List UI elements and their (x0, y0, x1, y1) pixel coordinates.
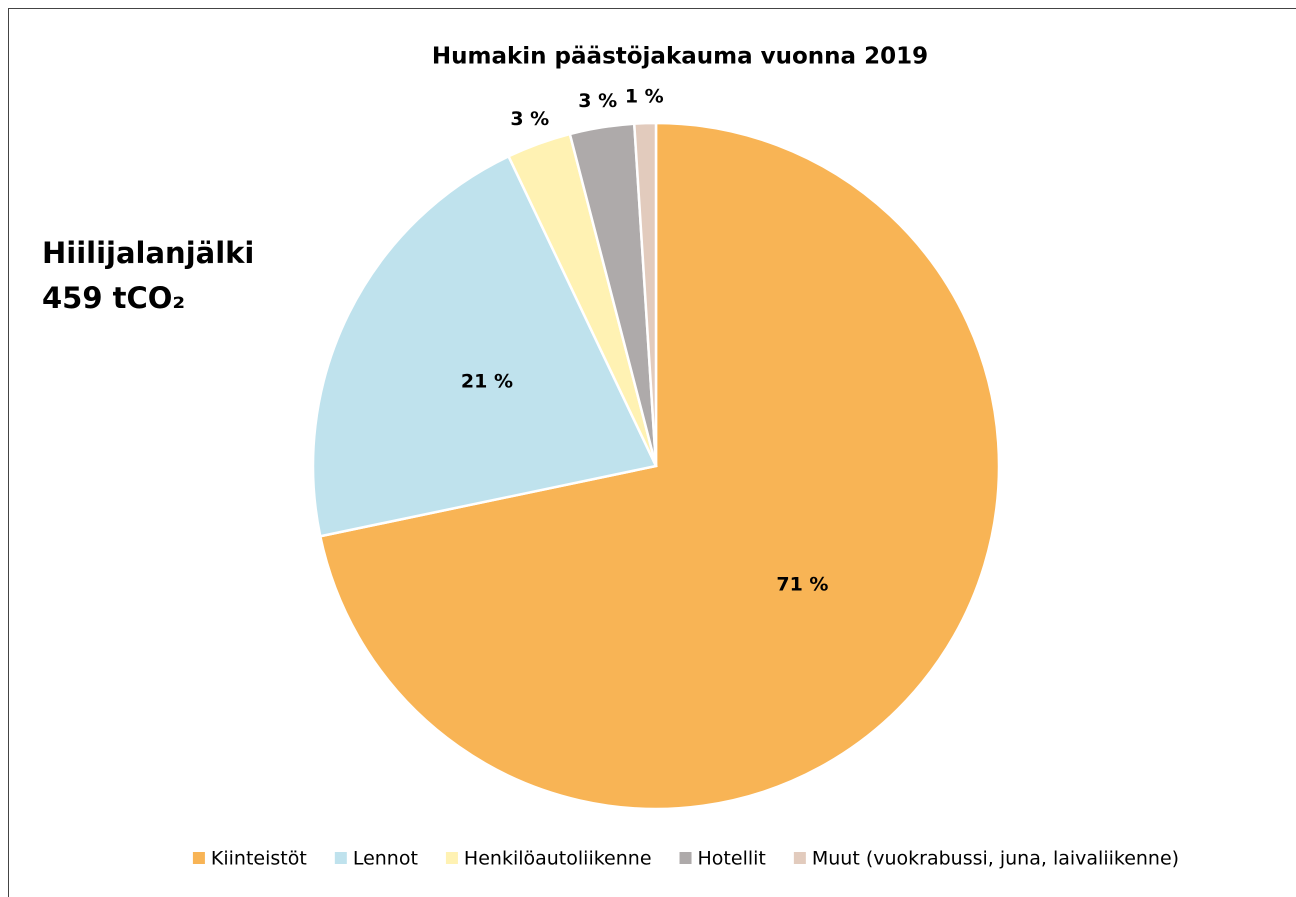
legend-label: Kiinteistöt (211, 848, 307, 870)
legend-swatch (334, 852, 347, 864)
annotation: 459 tCO₂ (42, 281, 185, 315)
annotation: Hiilijalanjälki (42, 236, 254, 270)
pie-slice (632, 121, 658, 467)
data-label: 3 % (578, 90, 617, 112)
pie-slice (311, 154, 658, 538)
data-label: 3 % (510, 108, 549, 130)
legend-swatch (793, 852, 806, 864)
legend-label: Hotellit (698, 848, 766, 870)
legend-label: Lennot (353, 848, 418, 870)
legend-label: Muut (vuokrabussi, juna, laivaliikenne) (812, 848, 1179, 870)
legend-label: Henkilöautoliikenne (464, 848, 652, 870)
data-label: 1 % (625, 86, 664, 108)
pie-slice (318, 121, 1001, 811)
legend-swatch (679, 852, 692, 864)
data-label: 21 % (461, 371, 513, 393)
chart-border (8, 8, 1296, 897)
chart-title: Humakin päästöjakauma vuonna 2019 (432, 44, 928, 70)
legend-swatch (445, 852, 458, 864)
legend-swatch (192, 852, 205, 864)
data-label: 71 % (776, 573, 828, 595)
